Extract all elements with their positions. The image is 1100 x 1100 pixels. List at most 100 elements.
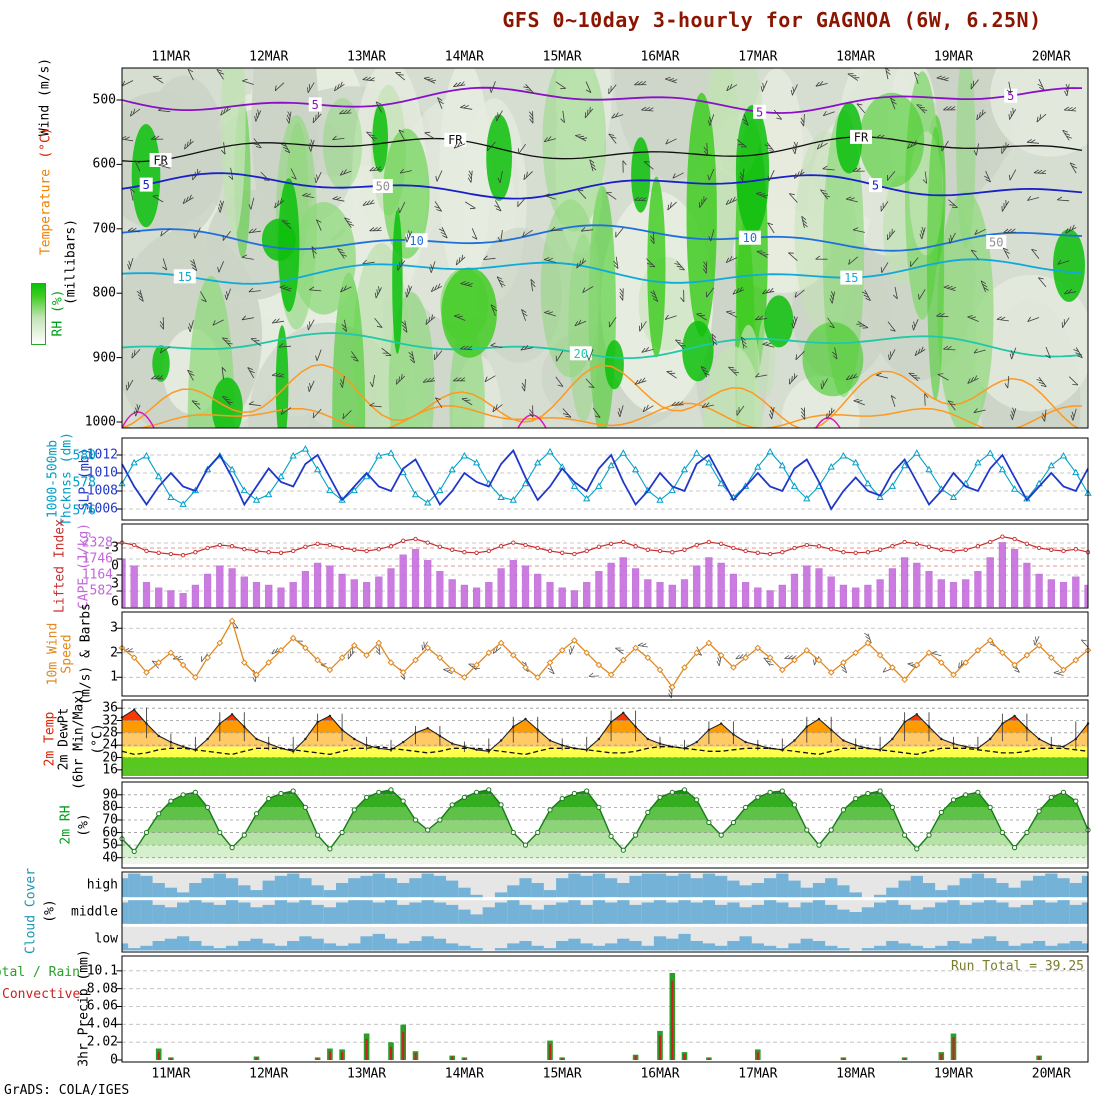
y-tick-precip: 10.1 [86, 963, 118, 979]
cloud-row-label: high [86, 877, 118, 893]
y-tick-precip: 6.06 [86, 998, 118, 1014]
y-tick-rh: 70 [102, 812, 118, 828]
y-tick-rh: 40 [102, 850, 118, 866]
ylabel-wind: Wind (m/s) [37, 57, 53, 137]
y-tick-precip: 2.02 [86, 1034, 118, 1050]
x-axis-day-label-bottom: 12MAR [249, 1066, 289, 1082]
y-tick-li: 6 [111, 594, 119, 610]
y-tick-precip: 4.04 [86, 1016, 118, 1032]
x-axis-day-label-top: 17MAR [738, 49, 778, 65]
y-tick-cape: 2328 [81, 535, 113, 551]
y-tick-pressure: 800 [92, 285, 116, 301]
x-axis-day-label-bottom: 14MAR [444, 1066, 484, 1082]
y-tick-temp: 20 [102, 750, 118, 765]
svg-text:10: 10 [743, 231, 757, 245]
ylabel-cloud-pct: (%) [42, 899, 58, 923]
ylabel-temp-unit: (°C) [38, 127, 54, 159]
x-axis-day-label-bottom: 20MAR [1031, 1066, 1071, 1082]
x-axis-day-label-bottom: 13MAR [346, 1066, 387, 1082]
y-tick-thickness: 578 [72, 475, 96, 491]
cloud-row-label: low [94, 931, 118, 947]
y-tick-temp: 28 [102, 725, 118, 741]
svg-text:5: 5 [143, 178, 150, 192]
legend-total-rain: Total / Rain [0, 965, 80, 980]
x-axis-day-label-bottom: 16MAR [640, 1066, 680, 1082]
y-tick-precip: 0 [110, 1052, 118, 1068]
y-tick-slp: 1006 [86, 501, 118, 517]
y-tick-thickness: 576 [72, 503, 96, 519]
x-axis-day-label-bottom: 11MAR [151, 1066, 191, 1082]
x-axis-day-label-top: 16MAR [640, 49, 680, 65]
rh-colorbar [31, 283, 46, 345]
y-tick-pressure: 600 [92, 156, 116, 172]
y-tick-temp: 24 [102, 737, 118, 753]
slp-line [121, 448, 1089, 511]
svg-text:5: 5 [312, 98, 319, 112]
y-tick-wind: 1 [110, 669, 118, 685]
cloud-row-label: middle [71, 904, 118, 920]
x-axis-day-label-top: 12MAR [249, 49, 289, 65]
x-axis-day-label-bottom: 15MAR [542, 1066, 582, 1082]
svg-text:15: 15 [178, 270, 192, 284]
ylabel-rh-pct: (%) [76, 813, 92, 837]
y-tick-wind: 2 [110, 645, 118, 661]
svg-text:5: 5 [756, 105, 763, 119]
thickness-line [121, 448, 1089, 505]
y-tick-li: 3 [111, 576, 119, 592]
dewpt-line [121, 746, 1089, 756]
ylabel-2m-temp: 2m Temp [42, 711, 58, 767]
x-axis-day-label-top: 13MAR [346, 49, 387, 65]
svg-text:50: 50 [376, 180, 390, 194]
svg-text:FR: FR [854, 130, 869, 144]
svg-text:20: 20 [574, 347, 588, 361]
page-title: GFS 0~10day 3-hourly for GAGNOA (6W, 6.2… [502, 8, 1042, 32]
cloud-row-middle [122, 900, 1088, 924]
svg-text:5: 5 [872, 179, 879, 193]
y-tick-pressure: 700 [92, 221, 116, 237]
ylabel-lifted-index: Lifted Index [52, 519, 68, 613]
temp-fill [122, 709, 1088, 776]
y-tick-temp: 36 [102, 700, 118, 716]
ylabel-millibars: (millibars) [63, 218, 79, 306]
y-tick-rh: 80 [102, 799, 118, 815]
y-tick-li: -3 [103, 540, 119, 556]
x-axis-day-label-top: 20MAR [1031, 49, 1071, 65]
y-tick-rh: 50 [102, 837, 118, 853]
y-tick-cape: 1164 [81, 567, 113, 583]
precip-bars [155, 973, 1042, 1060]
cloud-row-low [122, 933, 1088, 951]
y-tick-thickness: 580 [72, 448, 96, 464]
y-tick-temp: 16 [102, 762, 118, 778]
ylabel-10m-wind: 10m Wind [45, 622, 61, 686]
surface-wind-barbs [124, 620, 1089, 699]
y-tick-rh: 60 [102, 825, 118, 841]
y-tick-pressure: 900 [92, 350, 116, 366]
svg-text:5: 5 [1007, 89, 1014, 103]
y-tick-wind: 3 [110, 620, 118, 636]
cloud-row-high [122, 873, 1088, 898]
x-axis-day-label-bottom: 18MAR [836, 1066, 876, 1082]
ylabel-2m-dewpt: 2m DewPt [56, 707, 72, 771]
legend-convective: Convective [2, 987, 81, 1002]
upper-wind-barbs [122, 68, 1083, 422]
svg-text:FR: FR [153, 154, 168, 168]
x-axis-day-label-bottom: 17MAR [738, 1066, 778, 1082]
svg-text:50: 50 [989, 236, 1003, 250]
x-axis-day-label-top: 14MAR [444, 49, 484, 65]
y-tick-precip: 8.08 [86, 981, 118, 997]
ylabel-thickness-1: 1000-500mb [45, 439, 61, 519]
x-axis-day-label-top: 18MAR [836, 49, 876, 65]
x-axis-day-label-top: 11MAR [151, 49, 191, 65]
x-axis-day-label-top: 19MAR [933, 49, 974, 65]
ylabel-temperature: Temperature [38, 168, 54, 256]
y-tick-pressure: 1000 [84, 414, 116, 430]
y-tick-rh: 90 [102, 787, 118, 803]
ylabel-speed: Speed [59, 634, 75, 674]
wind-speed-line [121, 619, 1089, 689]
y-tick-cape: 1746 [81, 551, 113, 567]
ylabel-minmax: (6hr Min/Max) [71, 688, 87, 790]
cape-bars [122, 542, 1088, 608]
svg-text:15: 15 [844, 271, 858, 285]
